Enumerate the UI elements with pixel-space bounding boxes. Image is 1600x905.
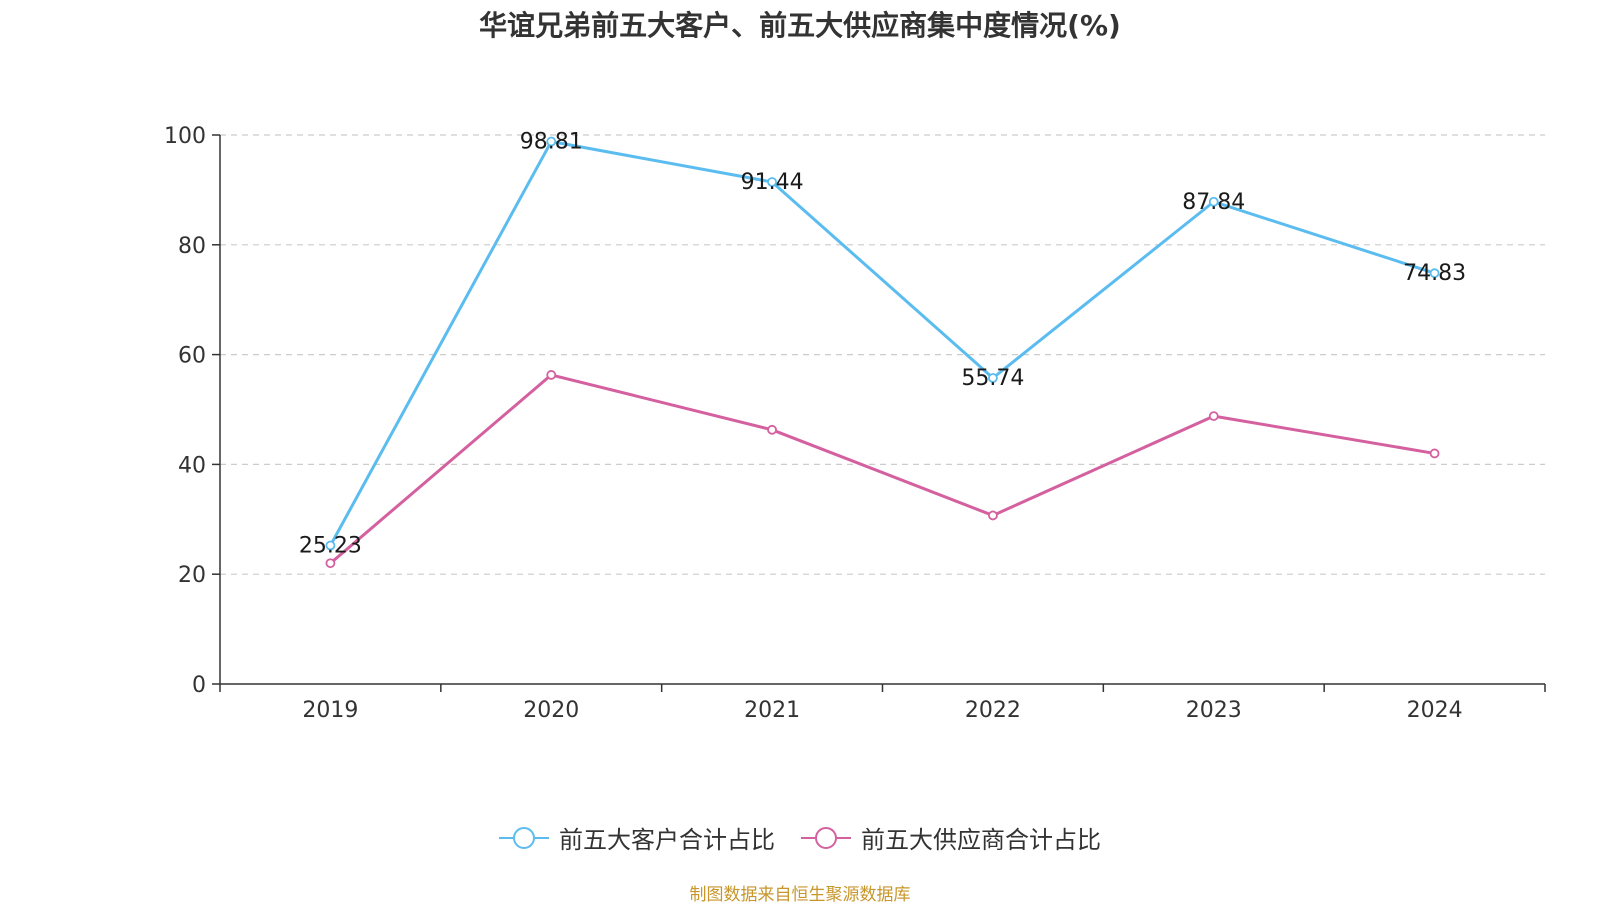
series-1-point-2020	[546, 370, 557, 380]
series-1-point-2019	[325, 558, 336, 569]
x-tick-label-2023: 2023	[1186, 698, 1242, 723]
y-tick-label-60: 60	[178, 344, 206, 369]
series-0-label-2022: 55.74	[961, 366, 1024, 391]
y-tick-label-100: 100	[164, 124, 206, 149]
legend-label-suppliers: 前五大供应商合计占比	[861, 826, 1101, 854]
series-0-point-2024	[1429, 268, 1440, 279]
x-tick-label-2021: 2021	[744, 698, 800, 723]
chart-area: 0 20 40 60 80 100 2019 2020 2021 2022 2023 2024 25.…	[164, 124, 1546, 723]
series-layer	[325, 136, 1440, 569]
grid-layer	[220, 134, 1545, 575]
axis-layer: 0 20 40 60 80 100 2019 2020 2021 2022 2023 2024	[164, 124, 1546, 723]
y-tick-label-20: 20	[178, 563, 206, 588]
legend-item-customers[interactable]: 前五大客户合计占比	[499, 820, 775, 855]
series-0-label-2024: 74.83	[1403, 261, 1466, 286]
legend-item-suppliers[interactable]: 前五大供应商合计占比	[801, 820, 1101, 855]
legend-label-customers: 前五大客户合计占比	[559, 826, 775, 854]
x-tick-label-2020: 2020	[523, 698, 579, 723]
source-note: 制图数据来自恒生聚源数据库	[689, 885, 911, 905]
series-0-point-2019	[325, 540, 336, 551]
series-1-point-2022	[988, 510, 998, 521]
series-1-point-2024	[1429, 448, 1440, 459]
series-0-point-2023	[1208, 196, 1219, 207]
series-0-point-2021	[767, 177, 777, 187]
series-0-point-2022	[988, 373, 998, 383]
series-0-label-2020: 98.81	[520, 130, 583, 155]
y-tick-label-40: 40	[178, 453, 206, 478]
series-1-point-2023	[1208, 411, 1219, 421]
x-tick-label-2019: 2019	[302, 698, 358, 723]
series-0-point-2020	[546, 136, 557, 147]
series-0-label-2019: 25.23	[299, 533, 362, 558]
y-tick-label-80: 80	[178, 234, 206, 259]
x-tick-label-2024: 2024	[1407, 698, 1463, 723]
series-0-label-2023: 87.84	[1182, 190, 1245, 215]
legend-customers-circle-icon	[499, 826, 549, 849]
legend-suppliers-circle-icon	[801, 826, 851, 849]
chart-title: 华谊兄弟前五大客户、前五大供应商集中度情况(%)	[479, 9, 1121, 42]
series-line-1	[329, 373, 1435, 565]
series-line-0	[329, 140, 1436, 547]
series-0-label-2021: 91.44	[741, 170, 804, 195]
y-tick-label-0: 0	[192, 673, 206, 698]
label-layer: 25.23 98.81 91.44 55.74 87.84 74.83	[299, 130, 1466, 559]
legend: 前五大客户合计占比 前五大供应商合计占比	[0, 820, 1600, 855]
series-1-point-2021	[767, 424, 777, 435]
x-tick-label-2022: 2022	[965, 698, 1021, 723]
